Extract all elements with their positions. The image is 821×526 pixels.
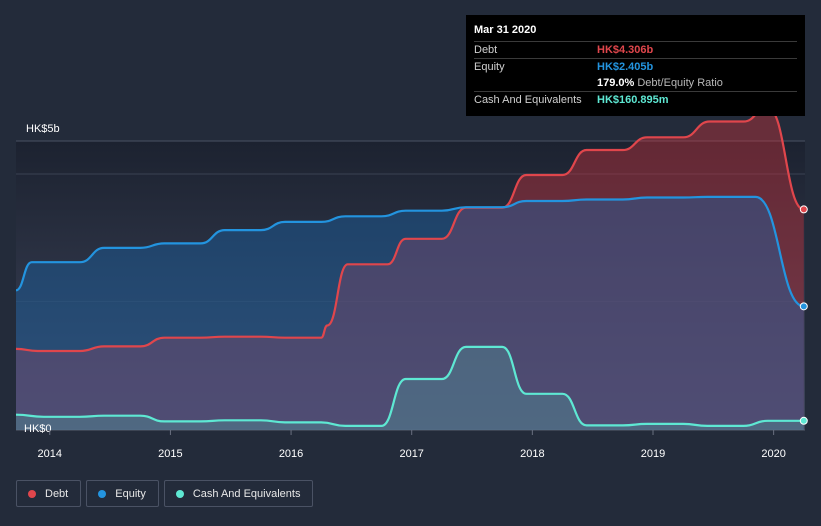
- legend-label-cash: Cash And Equivalents: [192, 487, 301, 500]
- end-dot-debt: [799, 205, 808, 214]
- tooltip-date: Mar 31 2020: [474, 24, 537, 36]
- tooltip-equity-label: Equity: [474, 61, 505, 73]
- legend-dot-cash: [175, 489, 184, 498]
- tooltip-ratio-label: Debt/Equity Ratio: [637, 77, 723, 89]
- tooltip-debt-label: Debt: [474, 44, 498, 56]
- legend-item-debt[interactable]: Debt: [16, 480, 82, 507]
- x-tick-label: 2019: [641, 448, 665, 460]
- tooltip-equity-value: HK$2.405b: [597, 61, 654, 73]
- x-tick-label: 2014: [38, 448, 62, 460]
- end-dot-equity: [799, 302, 808, 311]
- legend-item-cash[interactable]: Cash And Equivalents: [163, 480, 314, 507]
- tooltip: Mar 31 2020 Debt HK$4.306b Equity HK$2.4…: [466, 15, 805, 116]
- legend-item-equity[interactable]: Equity: [86, 480, 159, 507]
- tooltip-ratio-value: 179.0%: [597, 77, 635, 89]
- area-equity: [16, 196, 804, 430]
- x-tick-label: 2020: [761, 448, 785, 460]
- line-equity: [15, 195, 805, 308]
- tooltip-cash-value: HK$160.895m: [597, 94, 669, 106]
- line-debt: [15, 106, 805, 353]
- tooltip-debt-value: HK$4.306b: [597, 44, 654, 56]
- legend-dot-debt: [28, 489, 36, 498]
- end-dot-cash: [799, 416, 808, 425]
- legend-label-debt: Debt: [45, 487, 69, 500]
- tooltip-ratio: 179.0% Debt/Equity Ratio: [597, 75, 723, 91]
- area-debt: [16, 107, 804, 430]
- line-cash: [15, 345, 804, 428]
- legend-label-equity: Equity: [115, 487, 146, 500]
- x-tick-label: 2015: [158, 448, 182, 460]
- y-tick-label-bottom: HK$0: [24, 423, 52, 435]
- x-tick-label: 2017: [399, 448, 423, 460]
- tooltip-cash-label: Cash And Equivalents: [474, 94, 582, 106]
- legend-dot-equity: [98, 489, 107, 498]
- plot-background: [16, 141, 805, 430]
- x-tick-label: 2016: [279, 448, 303, 460]
- y-tick-label-top: HK$5b: [26, 123, 60, 135]
- x-tick-label: 2018: [520, 448, 544, 460]
- area-cash: [16, 346, 804, 430]
- legend: Debt Equity Cash And Equivalents: [16, 480, 314, 507]
